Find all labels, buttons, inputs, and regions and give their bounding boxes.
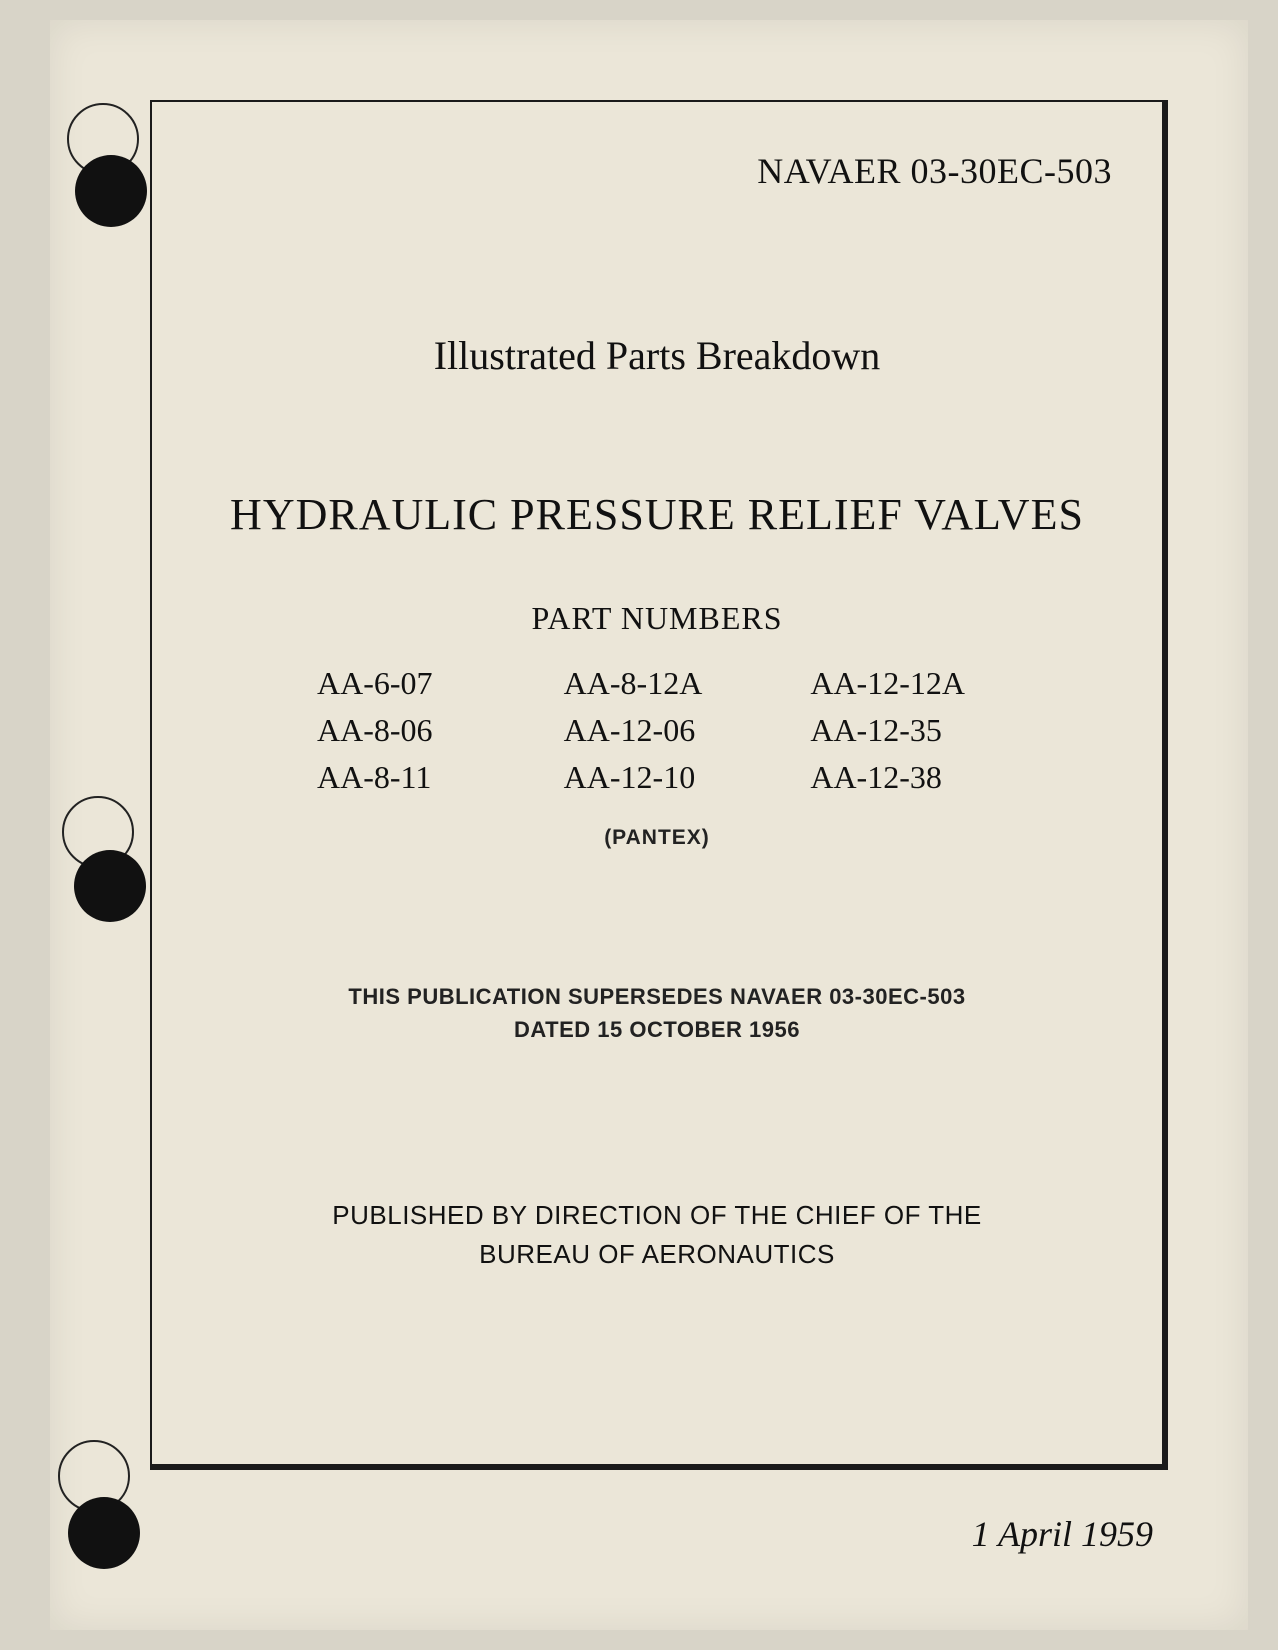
document-page: NAVAER 03-30EC-503 Illustrated Parts Bre… [50, 20, 1248, 1630]
supersede-notice: THIS PUBLICATION SUPERSEDES NAVAER 03-30… [202, 980, 1112, 1046]
part-numbers-heading: PART NUMBERS [202, 600, 1112, 637]
part-number: AA-12-38 [780, 759, 1027, 796]
part-number: AA-12-06 [534, 712, 781, 749]
part-number: AA-12-35 [780, 712, 1027, 749]
publisher-line: PUBLISHED BY DIRECTION OF THE CHIEF OF T… [332, 1200, 981, 1230]
manufacturer-label: (PANTEX) [202, 826, 1112, 850]
content-frame: NAVAER 03-30EC-503 Illustrated Parts Bre… [150, 100, 1168, 1470]
part-number: AA-8-12A [534, 665, 781, 702]
document-id: NAVAER 03-30EC-503 [202, 150, 1112, 192]
publisher-notice: PUBLISHED BY DIRECTION OF THE CHIEF OF T… [202, 1196, 1112, 1274]
punch-hole [75, 155, 147, 227]
supersede-line: THIS PUBLICATION SUPERSEDES NAVAER 03-30… [348, 984, 965, 1009]
punch-hole [74, 850, 146, 922]
publisher-line: BUREAU OF AERONAUTICS [479, 1239, 835, 1269]
part-number: AA-12-12A [780, 665, 1027, 702]
part-numbers-grid: AA-6-07 AA-8-12A AA-12-12A AA-8-06 AA-12… [287, 665, 1027, 796]
document-title: HYDRAULIC PRESSURE RELIEF VALVES [202, 489, 1112, 540]
publication-date: 1 April 1959 [972, 1513, 1153, 1555]
part-number: AA-8-11 [287, 759, 534, 796]
document-subtitle: Illustrated Parts Breakdown [202, 332, 1112, 379]
supersede-line: DATED 15 OCTOBER 1956 [514, 1017, 800, 1042]
punch-hole [68, 1497, 140, 1569]
part-number: AA-8-06 [287, 712, 534, 749]
part-number: AA-12-10 [534, 759, 781, 796]
part-number: AA-6-07 [287, 665, 534, 702]
